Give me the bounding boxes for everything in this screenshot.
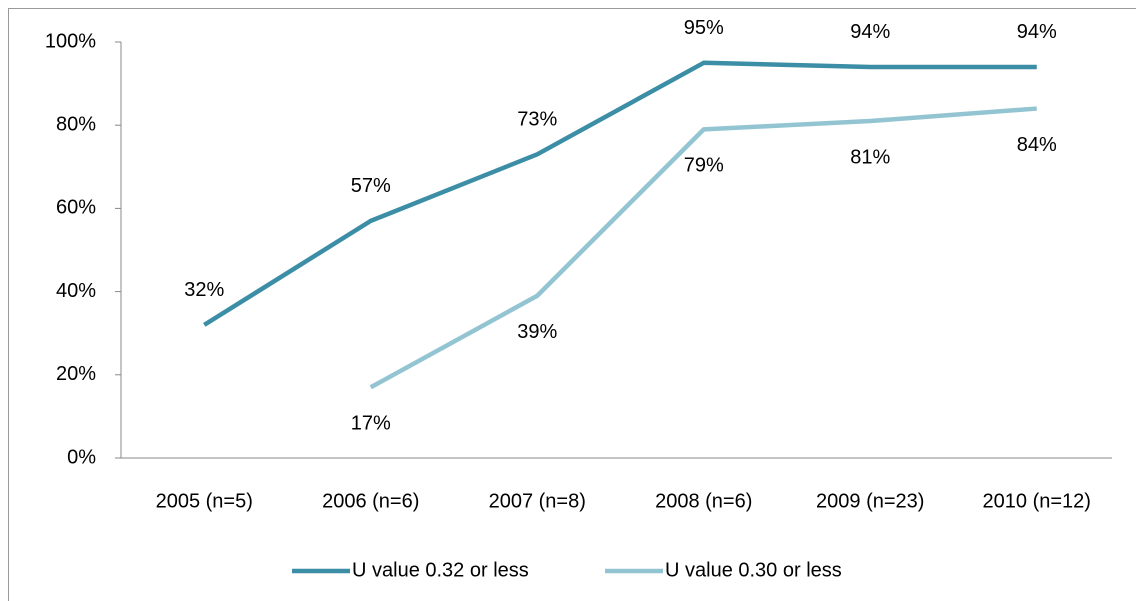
y-tick-label: 0% [67, 446, 96, 468]
x-tick-label: 2007 (n=8) [489, 490, 586, 512]
data-label: 94% [1017, 21, 1057, 43]
data-label: 32% [184, 279, 224, 301]
x-tick-label: 2009 (n=23) [816, 490, 924, 512]
y-tick-label: 40% [56, 280, 96, 302]
data-label: 94% [850, 21, 890, 43]
x-tick-label: 2010 (n=12) [983, 490, 1091, 512]
x-tick-label: 2008 (n=6) [655, 490, 752, 512]
chart-border [8, 8, 1136, 601]
data-label: 79% [684, 155, 724, 177]
series-line [369, 106, 1037, 390]
x-tick-label: 2006 (n=6) [322, 490, 419, 512]
data-label: 95% [684, 17, 724, 39]
legend-label: U value 0.30 or less [665, 559, 842, 581]
y-tick-label: 80% [56, 113, 96, 135]
data-label: 84% [1017, 134, 1057, 156]
data-label: 17% [351, 413, 391, 435]
data-label: 73% [517, 109, 557, 131]
y-tick-label: 60% [56, 197, 96, 219]
y-tick-label: 100% [45, 30, 96, 52]
data-label: 39% [517, 321, 557, 343]
legend-label: U value 0.32 or less [352, 559, 529, 581]
series-line [203, 60, 1037, 327]
y-tick-label: 20% [56, 363, 96, 385]
data-label: 81% [850, 146, 890, 168]
data-label: 57% [351, 175, 391, 197]
x-tick-label: 2005 (n=5) [156, 490, 253, 512]
